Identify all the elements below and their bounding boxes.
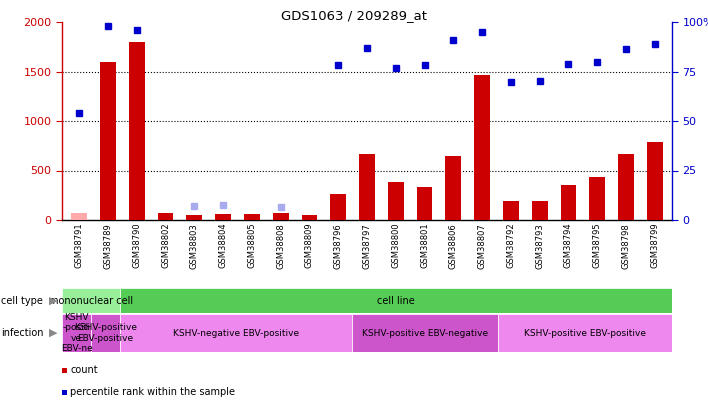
Bar	[158, 213, 173, 220]
Bar	[331, 194, 346, 220]
Text: KSHV-negative EBV-positive: KSHV-negative EBV-positive	[173, 328, 299, 337]
Bar	[120, 314, 353, 352]
Bar	[618, 153, 634, 220]
Text: ▶: ▶	[49, 328, 57, 338]
Bar	[62, 314, 91, 352]
Bar	[273, 213, 289, 220]
Bar	[474, 75, 490, 220]
Bar	[359, 153, 375, 220]
Bar	[498, 314, 672, 352]
Bar	[302, 215, 317, 220]
Bar	[62, 288, 120, 313]
Bar	[647, 142, 663, 220]
Bar	[244, 214, 260, 220]
Bar	[215, 214, 231, 220]
Bar	[388, 182, 404, 220]
Bar	[416, 188, 433, 220]
Text: percentile rank within the sample: percentile rank within the sample	[70, 388, 235, 397]
Bar	[186, 215, 202, 220]
Bar	[589, 177, 605, 220]
Bar	[72, 213, 87, 220]
Bar	[445, 156, 461, 220]
Bar	[561, 185, 576, 220]
Text: KSHV-positive
EBV-positive: KSHV-positive EBV-positive	[74, 323, 137, 343]
Text: KSHV
-positi
ve
EBV-ne: KSHV -positi ve EBV-ne	[61, 313, 93, 353]
Text: KSHV-positive EBV-negative: KSHV-positive EBV-negative	[362, 328, 488, 337]
Bar	[353, 314, 498, 352]
Text: GDS1063 / 209289_at: GDS1063 / 209289_at	[281, 9, 427, 22]
Bar	[129, 42, 144, 220]
Text: ▶: ▶	[49, 296, 57, 305]
Bar	[503, 201, 519, 220]
Text: infection: infection	[1, 328, 44, 338]
Text: KSHV-positive EBV-positive: KSHV-positive EBV-positive	[524, 328, 646, 337]
Text: cell line: cell line	[377, 296, 415, 305]
Text: mononuclear cell: mononuclear cell	[49, 296, 133, 305]
Bar	[91, 314, 120, 352]
Bar	[100, 62, 116, 220]
Text: cell type: cell type	[1, 296, 43, 305]
Text: count: count	[70, 365, 98, 375]
Bar	[532, 201, 547, 220]
